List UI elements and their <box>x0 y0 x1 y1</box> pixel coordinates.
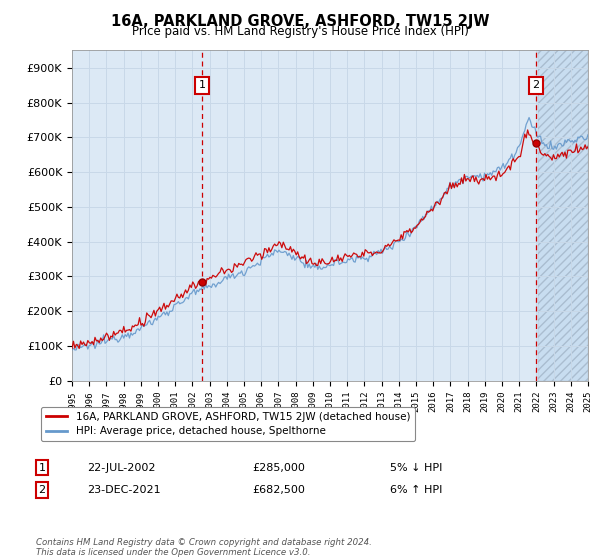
Text: £285,000: £285,000 <box>252 463 305 473</box>
Text: 2: 2 <box>38 485 46 495</box>
Text: 1: 1 <box>199 80 205 90</box>
Text: 22-JUL-2002: 22-JUL-2002 <box>87 463 155 473</box>
Text: 2: 2 <box>532 80 539 90</box>
Text: Contains HM Land Registry data © Crown copyright and database right 2024.
This d: Contains HM Land Registry data © Crown c… <box>36 538 372 557</box>
Text: 6% ↑ HPI: 6% ↑ HPI <box>390 485 442 495</box>
Legend: 16A, PARKLAND GROVE, ASHFORD, TW15 2JW (detached house), HPI: Average price, det: 16A, PARKLAND GROVE, ASHFORD, TW15 2JW (… <box>41 407 415 441</box>
Text: 23-DEC-2021: 23-DEC-2021 <box>87 485 161 495</box>
Text: 1: 1 <box>38 463 46 473</box>
Text: £682,500: £682,500 <box>252 485 305 495</box>
Text: 5% ↓ HPI: 5% ↓ HPI <box>390 463 442 473</box>
Text: 16A, PARKLAND GROVE, ASHFORD, TW15 2JW: 16A, PARKLAND GROVE, ASHFORD, TW15 2JW <box>111 14 489 29</box>
Text: Price paid vs. HM Land Registry's House Price Index (HPI): Price paid vs. HM Land Registry's House … <box>131 25 469 38</box>
